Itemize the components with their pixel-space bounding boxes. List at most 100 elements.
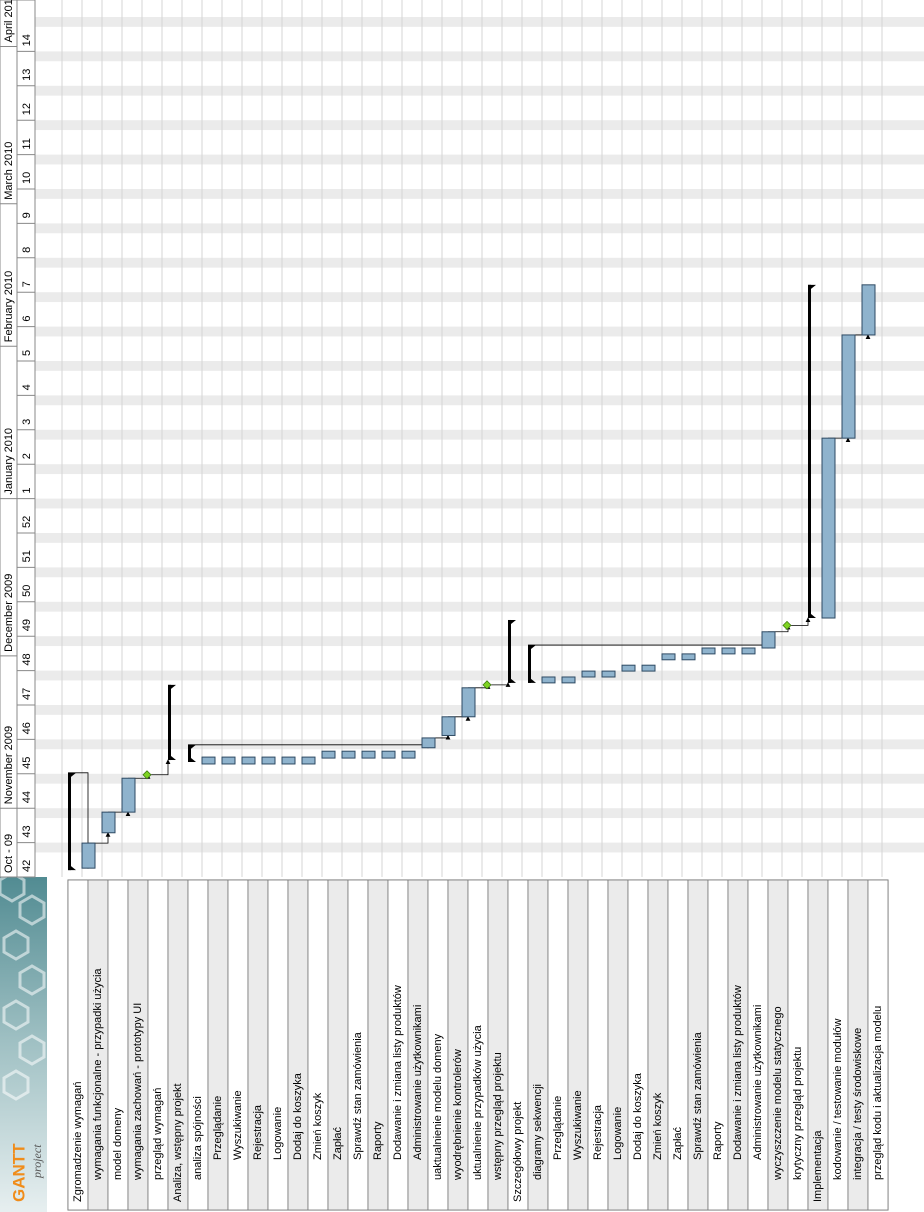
milestone [482,680,492,690]
weekend-stripe [35,395,924,406]
dependency-arrow [148,759,171,776]
week-label: 47 [21,688,33,700]
timeline-header: 4243444546474849505152123456789101112131… [0,0,36,878]
task-name: Dodaj do koszyka [292,1072,304,1160]
task-name: Dodawanie i zmiana listy produktów [732,985,744,1160]
dependency-arrow [488,682,511,687]
summary-line [508,619,511,683]
weekend-stripe [35,773,924,784]
task-name: Zmień koszyk [312,1092,324,1160]
summary-bar [808,284,816,619]
month-label: April 2010 [3,0,15,42]
task-bar [361,750,376,759]
task-name: Implementacja [812,1130,824,1202]
week-label: 46 [21,722,33,734]
weekend-stripe [35,498,924,509]
week-label: 8 [21,247,33,253]
task-name: wyodrębnienie kontrolerów [452,1049,464,1181]
task-name: uktualnienie przypadków użycia [472,1024,484,1180]
summary-line [168,684,171,761]
weekend-stripe [35,223,924,234]
summary-line [68,772,71,871]
summary-bar [168,684,176,761]
task-name: Administrowanie użytkownikami [412,1005,424,1160]
dependency-arrow [788,617,811,626]
week-label: 1 [21,487,33,493]
milestone [782,620,792,630]
task-name: Sprawdź stan zamówienia [352,1031,364,1160]
task-name: krytyczny przegląd projektu [792,1047,804,1180]
task-bar [301,756,316,765]
task-name: Rejestracja [252,1104,264,1160]
task-name: wstępny przegląd projektu [492,1052,504,1181]
task-bar [121,777,136,813]
task-bar [261,756,276,765]
week-label: 6 [21,315,33,321]
task-bar [541,676,556,684]
task-bar [701,647,716,655]
task-name: Zapłać [332,1126,344,1160]
weekend-stripe [35,17,924,27]
summary-bar [188,744,196,763]
weekend-stripe [35,567,924,578]
week-label: 3 [21,419,33,425]
week-label: 11 [21,138,33,149]
task-bar [221,756,236,765]
month-label: Oct - 09 [3,834,15,873]
task-name: Zmień koszyk [652,1092,664,1160]
task-name: Dodawanie i zmiana listy produktów [392,985,404,1160]
task-name: Administrowanie użytkownikami [752,1005,764,1160]
task-name: wyczyszczenie modelu statycznego [772,1006,784,1181]
weekend-stripe [35,120,924,131]
task-bar [381,750,396,759]
task-bar [761,631,776,649]
task-bar [441,716,456,736]
task-name: wymagania funkcjonalne - przypadki użyci… [92,968,104,1181]
month-label: December 2009 [3,574,15,652]
week-label: 42 [21,860,33,872]
summary-line [188,744,191,763]
task-bar [461,687,476,718]
task-name: Przeglądanie [212,1096,224,1160]
weekend-stripe [35,188,924,199]
week-label: 51 [21,550,33,562]
milestone [142,770,152,780]
week-label: 13 [21,69,33,81]
task-name: analiza spójności [192,1096,204,1180]
task-name: Rejestracja [592,1104,604,1160]
task-name: przegląd wymagań [152,1088,164,1180]
week-label: 45 [21,757,33,769]
task-bar [241,756,256,765]
weekend-stripe [35,85,924,96]
task-name: model domeny [112,1107,124,1180]
task-name: Szczegółowy projekt [512,1102,524,1202]
weekend-stripe [35,360,924,371]
logo-hexagons [0,871,46,1101]
task-bar [641,664,656,672]
task-name: uaktualnienie modelu domeny [432,1033,444,1180]
weekend-stripe [35,636,924,647]
task-name: Raporty [712,1121,724,1160]
task-table: Zgromadzenie wymagań wymagania funkcjonal… [67,879,889,1211]
logo-sub: project [30,1144,44,1179]
task-name: Sprawdź stan zamówienia [692,1031,704,1160]
weekend-stripe [35,51,924,62]
weekend-stripe [35,326,924,337]
task-name: wymagania zachowań - prototypy UI [132,1003,144,1181]
task-bar [321,750,336,759]
task-bar [741,647,756,655]
task-name: Logowanie [612,1107,624,1160]
task-bar [721,647,736,655]
task-name: Zapłać [672,1126,684,1160]
task-name: kodowanie / testowanie modułów [832,1019,844,1180]
week-label: 50 [21,585,33,597]
month-label: February 2010 [3,271,15,343]
weekend-stripe [35,257,924,268]
table-row [867,879,889,1211]
week-label: 44 [21,791,33,803]
week-label: 48 [21,653,33,665]
week-label: 52 [21,516,33,528]
task-bar [601,670,616,678]
